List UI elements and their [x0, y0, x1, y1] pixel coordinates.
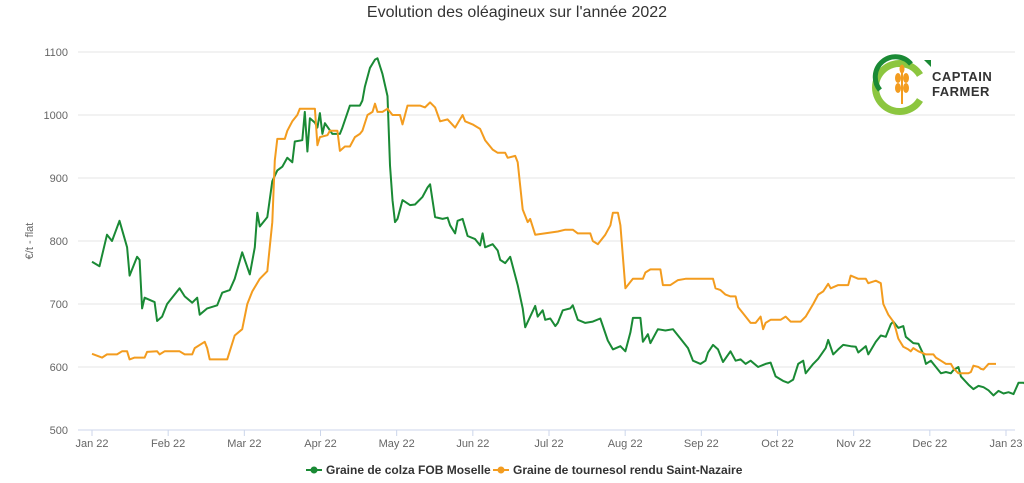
y-tick-label: 900 — [50, 173, 68, 185]
legend: Graine de colza FOB Moselle Graine de to… — [306, 463, 743, 477]
x-tick-label: Jan 23 — [989, 438, 1022, 450]
legend-label-tournesol: Graine de tournesol rendu Saint-Nazaire — [513, 463, 743, 477]
grid — [78, 51, 1015, 368]
y-tick-label: 600 — [50, 362, 68, 374]
y-tick-label: 500 — [50, 425, 68, 437]
captain-farmer-logo: CAPTAIN FARMER — [872, 54, 992, 115]
x-tick-label: Oct 22 — [761, 438, 793, 450]
x-tick-label: Sep 22 — [684, 438, 719, 450]
x-tick-label: Mar 22 — [227, 438, 261, 450]
logo-text-farmer: FARMER — [932, 84, 990, 99]
x-tick-label: Aug 22 — [608, 438, 643, 450]
x-axis: Jan 22 Feb 22 Mar 22 Apr 22 May 22 Jun 22 Jul … — [75, 429, 1023, 450]
logo-text-captain: CAPTAIN — [932, 69, 992, 84]
legend-item-tournesol[interactable]: Graine de tournesol rendu Saint-Nazaire — [493, 463, 743, 477]
y-tick-label: 1100 — [44, 47, 68, 59]
x-tick-label: Jun 22 — [456, 438, 489, 450]
legend-label-colza: Graine de colza FOB Moselle — [326, 463, 491, 477]
y-tick-label: 700 — [50, 299, 68, 311]
x-tick-label: Apr 22 — [304, 438, 336, 450]
series-line-1[interactable] — [91, 101, 996, 375]
logo-mark-icon — [872, 54, 931, 115]
x-tick-label: Jan 22 — [75, 438, 108, 450]
legend-marker-colza — [310, 466, 318, 474]
y-tick-labels: 500 600 700 800 900 1000 1100 — [44, 47, 68, 437]
x-tick-label: Nov 22 — [836, 438, 871, 450]
legend-item-colza[interactable]: Graine de colza FOB Moselle — [306, 463, 491, 477]
legend-marker-tournesol — [497, 466, 505, 474]
y-tick-label: 1000 — [44, 110, 68, 122]
series-lines — [91, 57, 1024, 397]
chart-title: Evolution des oléagineux sur l'année 202… — [367, 4, 667, 21]
x-tick-label: Feb 22 — [151, 438, 185, 450]
x-tick-label: May 22 — [379, 438, 415, 450]
x-tick-label: Jul 22 — [534, 438, 563, 450]
y-axis-label: €/t - flat — [24, 223, 36, 260]
x-tick-label: Dec 22 — [912, 438, 947, 450]
y-tick-label: 800 — [50, 236, 68, 248]
series-line-0[interactable] — [91, 57, 1024, 397]
